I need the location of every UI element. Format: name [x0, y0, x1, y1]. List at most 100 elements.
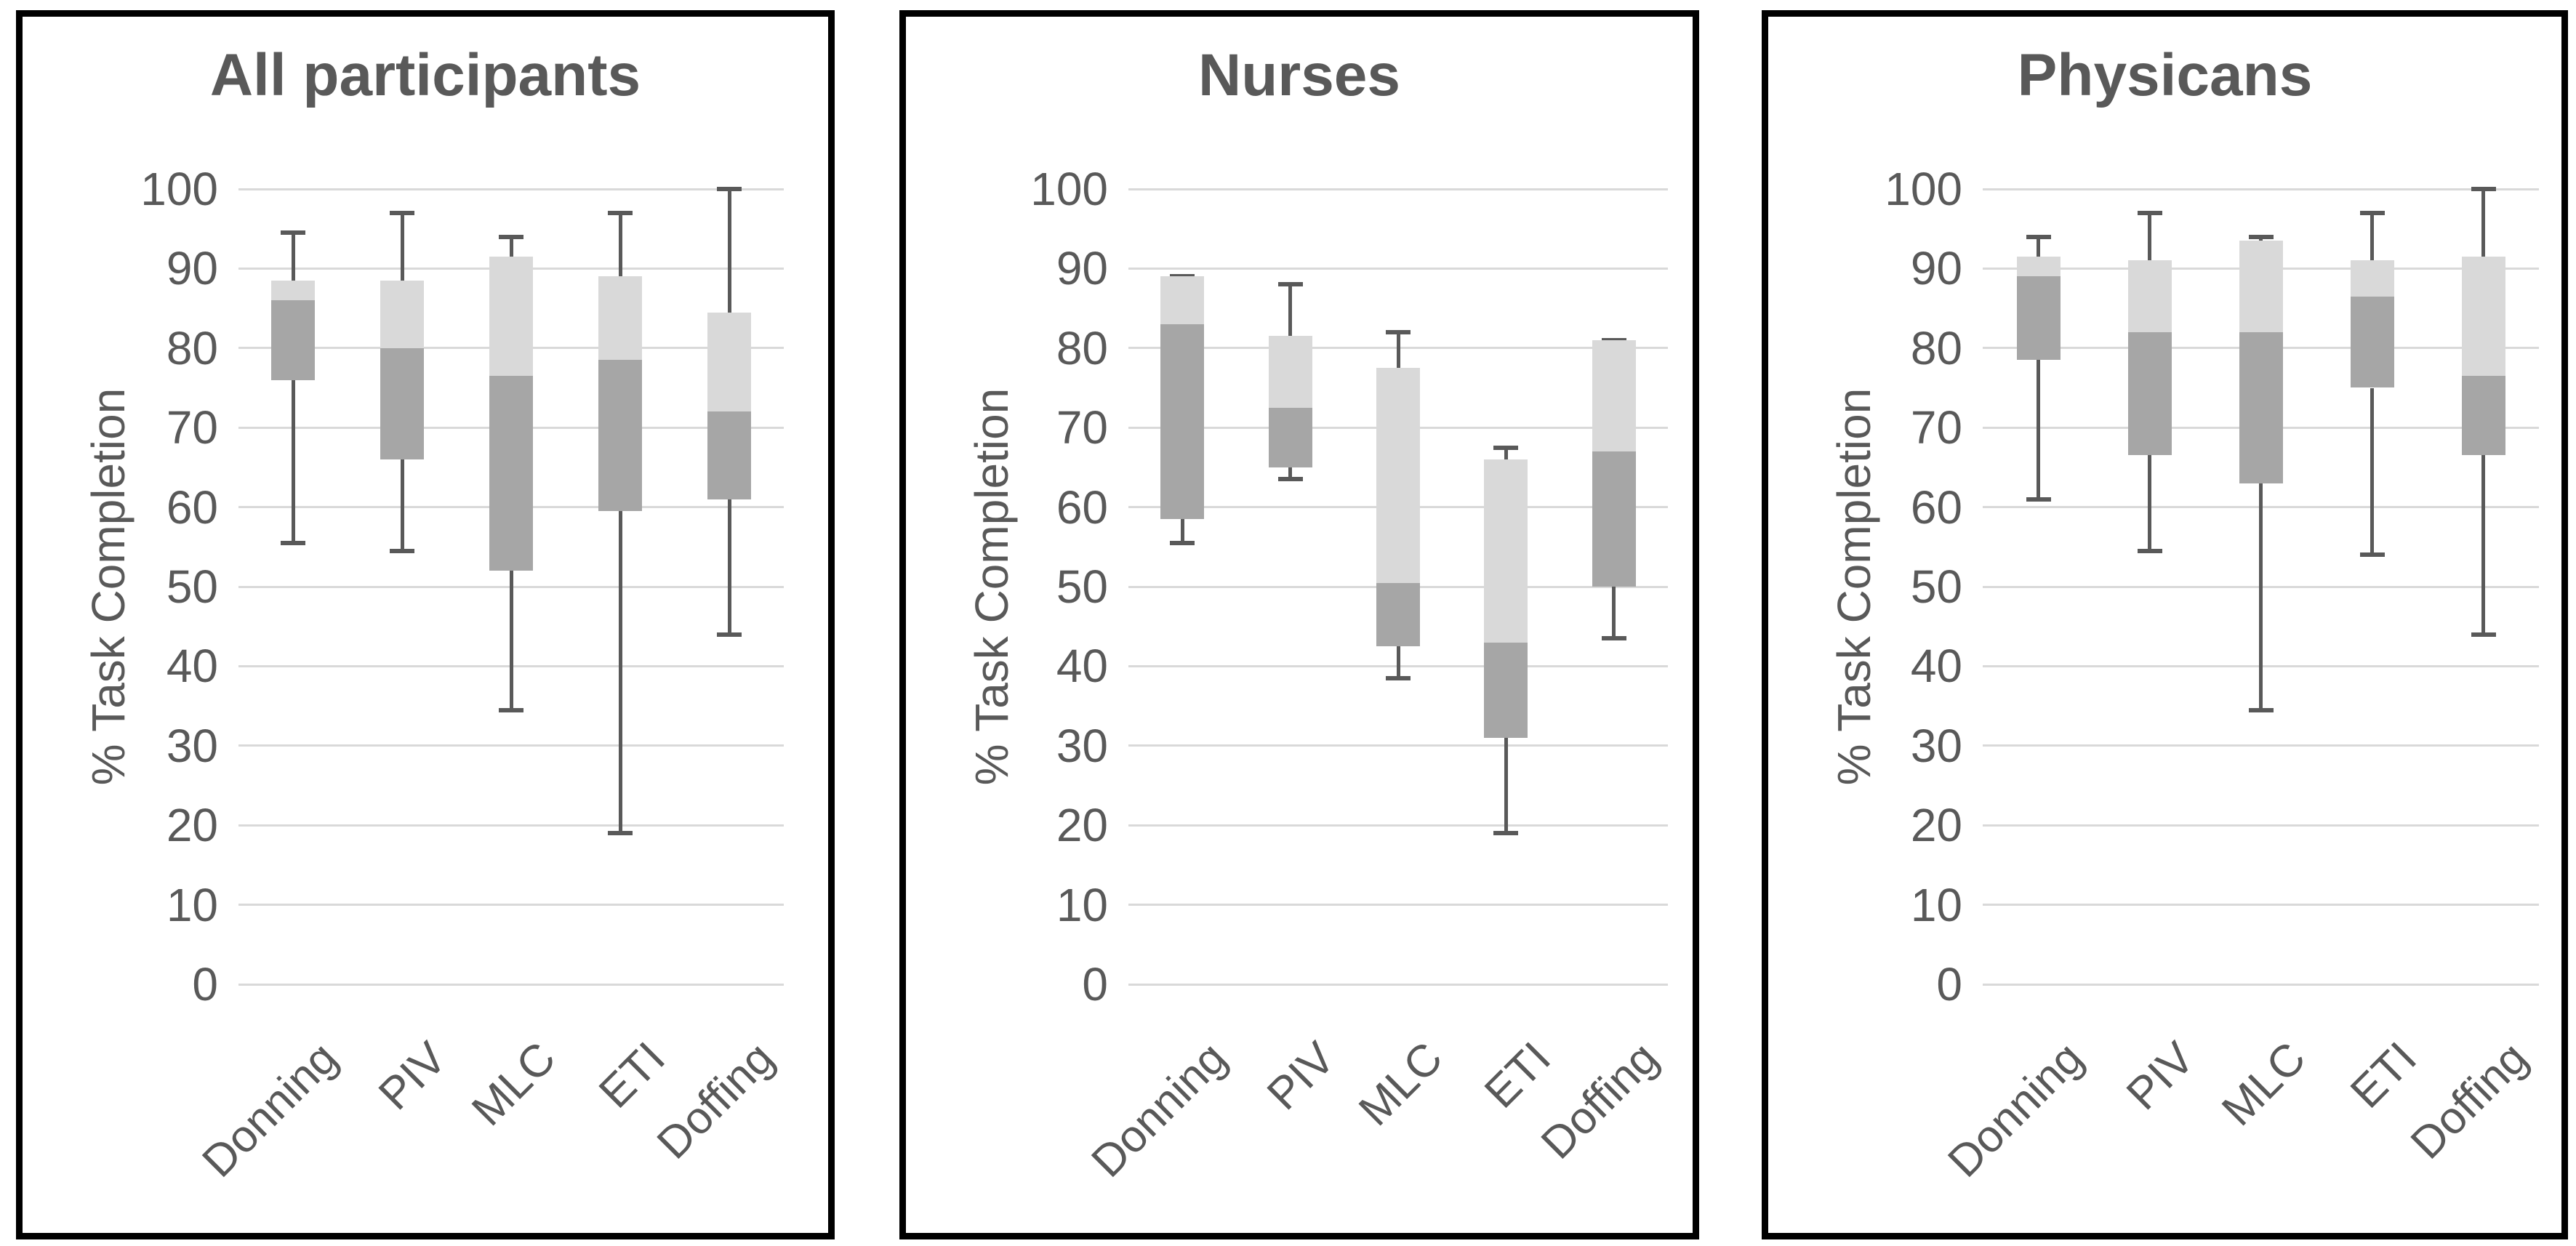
gridline: [238, 824, 784, 827]
box-lower: [489, 376, 533, 571]
whisker-lower-cap: [2471, 632, 2496, 637]
box-upper: [598, 276, 642, 361]
whisker-upper-cap: [2248, 234, 2274, 239]
gridline: [1983, 744, 2539, 747]
whisker-upper-line: [2037, 236, 2040, 257]
whisker-upper-line: [618, 212, 622, 277]
y-tick-label: 40: [166, 640, 218, 693]
whisker-upper-cap: [1386, 329, 1411, 334]
box-upper: [1268, 336, 1312, 408]
y-tick-label: 10: [166, 878, 218, 931]
y-tick-label: 60: [1910, 481, 1962, 534]
whisker-lower-cap: [2359, 552, 2385, 558]
y-tick-label: 70: [1056, 401, 1108, 454]
whisker-lower-line: [1180, 519, 1184, 543]
whisker-lower-cap: [1386, 675, 1411, 680]
whisker-lower-cap: [1601, 636, 1626, 641]
whisker-upper-cap: [2137, 210, 2162, 215]
whisker-lower-cap: [2248, 707, 2274, 712]
y-tick-label: 80: [1910, 321, 1962, 374]
gridline: [238, 188, 784, 190]
box-upper: [2461, 256, 2505, 377]
y-tick-label: 30: [166, 719, 218, 772]
whisker-upper-line: [2481, 189, 2485, 257]
gridline: [1983, 983, 2539, 986]
gridline: [1128, 744, 1668, 747]
whisker-lower-line: [727, 499, 731, 635]
whisker-upper-cap: [1493, 445, 1519, 450]
box-lower: [2127, 331, 2172, 456]
whisker-lower-cap: [717, 632, 742, 637]
whisker-lower-line: [2037, 360, 2040, 499]
gridline: [238, 983, 784, 986]
x-axis-label: ETI: [1474, 1032, 1560, 1118]
y-tick-label: 100: [1885, 163, 1962, 215]
whisker-lower-line: [2148, 455, 2151, 551]
box-upper: [1376, 368, 1420, 583]
y-tick-label: 100: [1030, 163, 1108, 215]
plot-area: 0 10 20 30 40 50 60 70 80 90 100 Donning PIV MLC ETI Do…: [23, 17, 828, 1233]
whisker-upper-cap: [717, 187, 742, 191]
chart-title: Nurses: [1197, 42, 1401, 108]
y-tick-label: 40: [1056, 640, 1108, 693]
box-upper: [2239, 241, 2283, 332]
whisker-upper-cap: [390, 210, 414, 215]
box-upper: [1160, 276, 1205, 324]
y-tick-label: 50: [1910, 560, 1962, 613]
whisker-upper-line: [1396, 331, 1400, 369]
box-lower: [707, 411, 751, 499]
chart-panel-all-participants: All participants % Task Completion 0 10 20…: [16, 10, 835, 1239]
box-upper: [707, 312, 751, 412]
whisker-lower-line: [1504, 737, 1508, 834]
gridline: [1983, 904, 2539, 907]
gridline: [1128, 267, 1668, 270]
x-axis-label: Donning: [1938, 1032, 2093, 1187]
gridline: [1983, 824, 2539, 827]
whisker-upper-line: [400, 212, 404, 281]
box-lower: [1592, 451, 1636, 587]
y-tick-label: 90: [166, 242, 218, 295]
gridline: [1983, 188, 2539, 190]
whisker-lower-cap: [281, 540, 305, 545]
x-axis-label: Doffing: [2402, 1032, 2537, 1169]
chart-title: All participants: [209, 42, 641, 108]
gridline: [1128, 824, 1668, 827]
whisker-upper-cap: [499, 234, 523, 239]
box-lower: [1376, 582, 1420, 647]
whisker-upper-cap: [2471, 187, 2496, 191]
gridline: [1128, 904, 1668, 907]
x-axis-label: Donning: [193, 1032, 348, 1187]
y-tick-label: 0: [1936, 958, 1962, 1010]
y-tick-label: 90: [1910, 242, 1962, 295]
box-upper: [271, 280, 315, 301]
plot-area: 0 10 20 30 40 50 60 70 80 90 100 Donning PIV MLC ETI Do…: [1768, 17, 2561, 1233]
y-tick-label: 0: [1082, 958, 1108, 1010]
whisker-upper-cap: [2026, 234, 2051, 239]
whisker-upper-line: [1504, 447, 1508, 459]
x-axis-label: ETI: [589, 1032, 675, 1118]
y-tick-label: 60: [1056, 481, 1108, 534]
y-tick-label: 20: [1910, 799, 1962, 852]
gridline: [238, 744, 784, 747]
box-upper: [489, 256, 533, 377]
gridline: [1128, 983, 1668, 986]
x-axis-label: Doffing: [1532, 1032, 1669, 1169]
x-axis-label: MLC: [1349, 1032, 1453, 1136]
whisker-lower-line: [1288, 467, 1293, 480]
whisker-lower-cap: [390, 548, 414, 553]
gridline: [238, 904, 784, 907]
whisker-upper-line: [1288, 284, 1293, 337]
y-tick-label: 70: [1910, 401, 1962, 454]
y-tick-label: 20: [166, 799, 218, 852]
box-lower: [598, 360, 642, 512]
x-axis-label: PIV: [1257, 1032, 1345, 1120]
chart-panel-nurses: Nurses % Task Completion 0 10 20 30 40 50 60 70…: [899, 10, 1699, 1239]
whisker-lower-cap: [2026, 497, 2051, 502]
box-lower: [2239, 331, 2283, 483]
whisker-lower-line: [1612, 587, 1616, 639]
x-axis-label: PIV: [369, 1032, 457, 1120]
plot-area: 0 10 20 30 40 50 60 70 80 90 100 Donning PIV MLC ETI Do…: [906, 17, 1693, 1233]
whisker-upper-line: [291, 233, 295, 281]
box-lower: [1268, 407, 1312, 467]
